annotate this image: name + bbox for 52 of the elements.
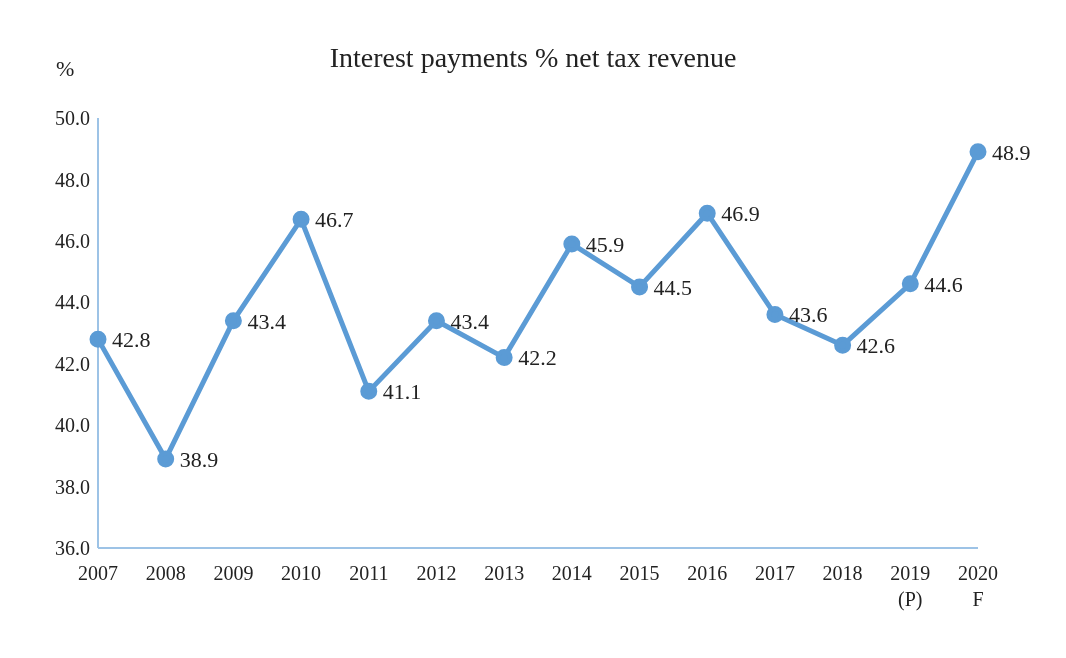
y-tick-label: 44.0 — [55, 291, 90, 314]
y-tick-label: 48.0 — [55, 168, 90, 191]
chart-title: Interest payments % net tax revenue — [329, 42, 737, 73]
x-tick-label: 2009 — [213, 562, 254, 584]
point — [969, 143, 987, 161]
point — [292, 210, 310, 228]
data-label: 42.2 — [518, 345, 557, 371]
x-tick-label: 2007 — [78, 562, 118, 584]
x-tick-label: 2014 — [551, 562, 592, 584]
data-label: 45.9 — [585, 231, 625, 257]
y-tick-label: 46.0 — [55, 229, 90, 252]
y-tick-label: 40.0 — [55, 414, 90, 437]
point — [766, 306, 784, 324]
data-label: 43.4 — [450, 308, 489, 334]
data-label: 43.6 — [788, 302, 828, 328]
x-tick-label: 2016 — [687, 562, 728, 584]
data-label: 46.7 — [315, 207, 354, 233]
y-tick-label: 50.0 — [55, 107, 90, 130]
data-label: 43.4 — [247, 308, 286, 334]
point — [89, 330, 107, 348]
data-label: 46.9 — [721, 201, 760, 227]
x-tick-label: 2019 (P) — [890, 562, 931, 611]
data-label: 44.5 — [653, 274, 693, 300]
data-label: 42.6 — [856, 333, 896, 359]
data-label: 38.9 — [179, 446, 219, 472]
x-tick-label: 2017 — [754, 562, 795, 584]
x-tick-label: 2010 — [281, 562, 322, 584]
y-axis-title: % — [56, 56, 75, 82]
point — [631, 278, 649, 296]
data-label: 44.6 — [924, 271, 963, 297]
data-label: 48.9 — [992, 139, 1031, 165]
point — [224, 312, 242, 330]
data-label: 41.1 — [382, 379, 422, 405]
x-tick-label: 2015 — [619, 562, 660, 584]
y-tick-label: 36.0 — [55, 537, 90, 560]
y-tick-label: 38.0 — [55, 475, 90, 498]
point — [698, 204, 716, 222]
x-tick-label: 2018 — [822, 562, 863, 584]
point — [563, 235, 581, 253]
point — [360, 382, 378, 400]
x-tick-label: 2013 — [484, 562, 525, 584]
data-label: 42.8 — [112, 326, 151, 352]
x-tick-label: 2011 — [349, 562, 389, 584]
point — [834, 336, 852, 354]
y-tick-label: 42.0 — [55, 352, 90, 375]
x-tick-label: 2012 — [416, 562, 457, 584]
point — [901, 275, 919, 293]
x-tick-label: 2008 — [145, 562, 186, 584]
x-tick-label: 2020 F — [958, 562, 998, 610]
point — [427, 312, 445, 330]
point — [495, 349, 513, 367]
point — [157, 450, 175, 468]
